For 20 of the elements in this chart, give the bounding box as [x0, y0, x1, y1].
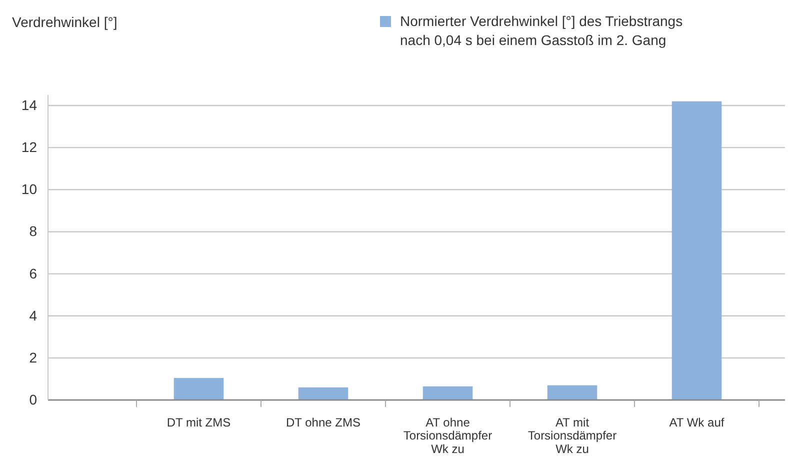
x-tick-label: DT ohne ZMS: [286, 416, 360, 430]
x-tick-label: AT mit Torsionsdämpfer Wk zu: [528, 416, 617, 456]
y-tick-label: 6: [29, 265, 38, 282]
bar: [298, 387, 348, 400]
bar: [547, 385, 598, 400]
x-tick-label: DT mit ZMS: [166, 416, 231, 430]
y-tick-label: 10: [21, 181, 38, 198]
x-tick-label: AT ohne Torsionsdämpfer Wk zu: [403, 416, 492, 456]
y-tick-label: 12: [21, 139, 38, 156]
legend-label: Normierter Verdrehwinkel [°] des Triebstrangs nach 0,04 s bei einem Gasstoß im 2. Gang: [400, 13, 683, 48]
bar: [174, 378, 224, 400]
y-tick-label: 8: [29, 223, 38, 240]
bar: [422, 386, 473, 400]
y-axis-title: Verdrehwinkel [°]: [12, 14, 118, 30]
bar: [672, 101, 722, 400]
y-tick-label: 2: [29, 349, 38, 366]
y-tick-label: 0: [29, 391, 38, 408]
y-tick-label: 14: [21, 96, 38, 113]
x-tick-label: AT Wk auf: [669, 416, 725, 430]
y-tick-label: 4: [29, 307, 38, 324]
